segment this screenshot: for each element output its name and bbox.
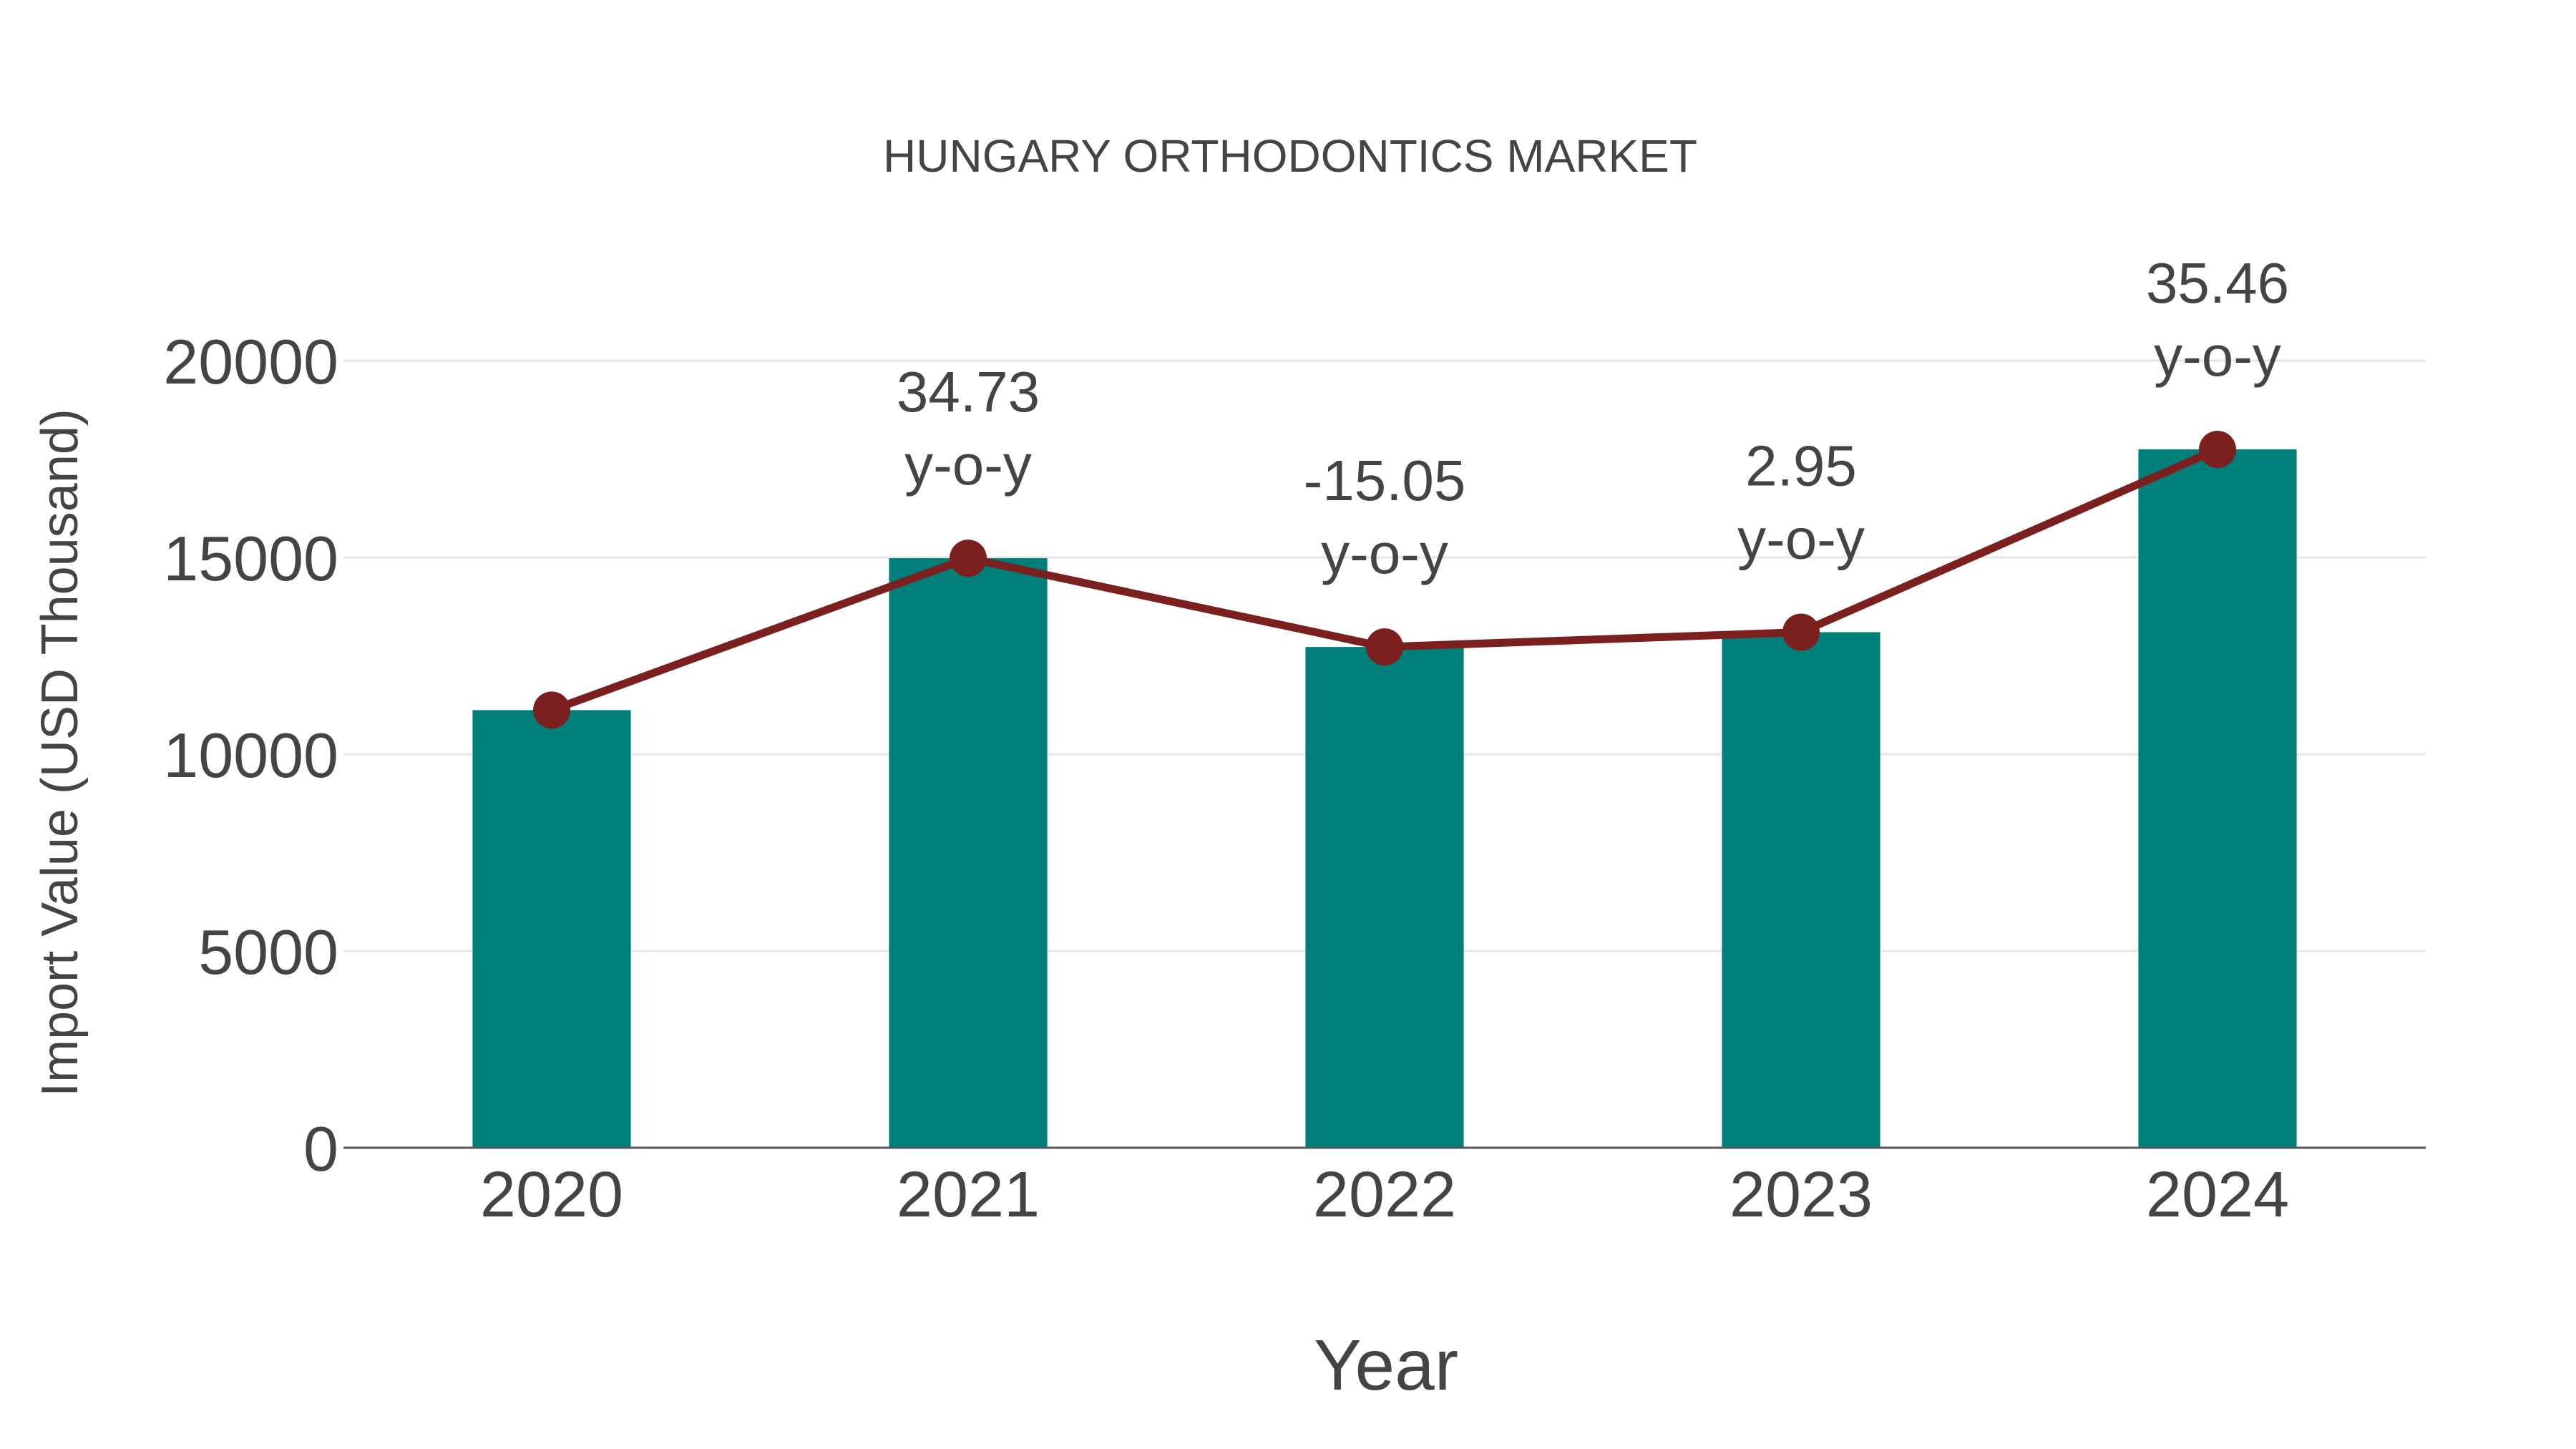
annotation-2023: 2.95 y-o-y (1737, 434, 1865, 571)
bar-2020 (472, 710, 631, 1148)
annotation-2021: 34.73 y-o-y (897, 360, 1040, 497)
annotation-value: 35.46 (2146, 251, 2289, 315)
annotation-2022: -15.05 y-o-y (1304, 449, 1466, 585)
marker-2023 (1782, 613, 1820, 651)
marker-2021 (950, 540, 987, 577)
annotation-value: -15.05 (1304, 449, 1466, 512)
x-tick-label: 2024 (2146, 1159, 2289, 1231)
x-tick-label: 2021 (897, 1159, 1040, 1231)
marker-2022 (1366, 628, 1403, 666)
y-axis-ticks: 0 5000 10000 15000 20000 (163, 326, 338, 1184)
y-tick-label: 0 (303, 1113, 338, 1184)
y-tick-label: 10000 (163, 720, 338, 791)
annotation-suffix: y-o-y (1737, 507, 1865, 571)
x-axis-ticks: 2020 2021 2022 2023 2024 (480, 1159, 2289, 1231)
annotation-2024: 35.46 y-o-y (2146, 251, 2289, 388)
annotation-suffix: y-o-y (2154, 324, 2281, 388)
bar-2023 (1722, 632, 1880, 1148)
annotation-suffix: y-o-y (904, 433, 1032, 497)
bars (472, 449, 2297, 1148)
bar-2024 (2138, 449, 2297, 1148)
y-tick-label: 20000 (163, 326, 338, 397)
trend-line (533, 431, 2236, 729)
bar-2021 (889, 558, 1048, 1148)
annotation-value: 34.73 (897, 360, 1040, 424)
x-tick-label: 2020 (480, 1159, 623, 1231)
bar-2022 (1305, 647, 1464, 1148)
marker-2024 (2199, 431, 2236, 469)
y-tick-label: 15000 (163, 523, 338, 594)
annotation-suffix: y-o-y (1321, 522, 1448, 585)
yoy-annotations: 34.73 y-o-y -15.05 y-o-y 2.95 y-o-y 35.46 y-o-y (897, 251, 2289, 585)
x-tick-label: 2023 (1729, 1159, 1873, 1231)
x-tick-label: 2022 (1313, 1159, 1456, 1231)
chart-title: HUNGARY ORTHODONTICS MARKET (883, 130, 1697, 182)
y-tick-label: 5000 (198, 917, 338, 987)
x-axis-title: Year (1314, 1325, 1458, 1405)
y-axis-title: Import Value (USD Thousand) (31, 409, 89, 1097)
annotation-value: 2.95 (1745, 434, 1857, 498)
marker-2020 (533, 691, 570, 729)
